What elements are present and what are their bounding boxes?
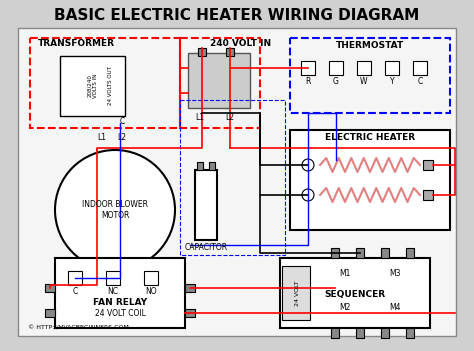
- Text: THERMOSTAT: THERMOSTAT: [336, 41, 404, 50]
- Bar: [209, 162, 215, 170]
- Bar: [18, 28, 456, 336]
- Circle shape: [55, 150, 175, 270]
- Text: M3: M3: [389, 269, 401, 278]
- Text: C: C: [73, 287, 78, 296]
- Text: 208/240
VOLTS IN: 208/240 VOLTS IN: [87, 74, 98, 98]
- Bar: [144, 271, 158, 285]
- Bar: [356, 328, 364, 338]
- Bar: [381, 328, 389, 338]
- Text: L1: L1: [97, 133, 106, 142]
- Bar: [301, 61, 315, 75]
- Text: L2: L2: [225, 113, 234, 122]
- Bar: [68, 271, 82, 285]
- Text: G: G: [333, 77, 339, 86]
- Text: R: R: [305, 77, 310, 86]
- Bar: [106, 271, 120, 285]
- Bar: [282, 266, 310, 320]
- Text: C: C: [120, 117, 125, 126]
- Bar: [226, 48, 234, 56]
- Text: INDOOR BLOWER
MOTOR: INDOOR BLOWER MOTOR: [82, 200, 148, 220]
- Bar: [381, 248, 389, 258]
- Text: W: W: [360, 77, 368, 86]
- Bar: [55, 258, 185, 328]
- Bar: [331, 328, 339, 338]
- Bar: [185, 309, 195, 317]
- Bar: [188, 53, 250, 108]
- Text: M4: M4: [389, 303, 401, 312]
- Bar: [180, 38, 260, 128]
- Text: 24 VOLTS OUT: 24 VOLTS OUT: [108, 67, 113, 105]
- Text: SEQUENCER: SEQUENCER: [324, 291, 385, 299]
- Circle shape: [302, 159, 314, 171]
- Bar: [406, 328, 414, 338]
- Text: 24 VOLT COIL: 24 VOLT COIL: [94, 309, 146, 318]
- Bar: [357, 61, 371, 75]
- Text: ELECTRIC HEATER: ELECTRIC HEATER: [325, 133, 415, 142]
- Bar: [45, 309, 55, 317]
- Text: BASIC ELECTRIC HEATER WIRING DIAGRAM: BASIC ELECTRIC HEATER WIRING DIAGRAM: [55, 8, 419, 24]
- Text: L2: L2: [117, 133, 126, 142]
- Text: TRANSFORMER: TRANSFORMER: [38, 39, 115, 48]
- Text: Y: Y: [390, 77, 394, 86]
- Text: M2: M2: [339, 303, 351, 312]
- Text: © HTTP://HVACBEGINNERS.COM: © HTTP://HVACBEGINNERS.COM: [28, 326, 129, 331]
- Text: 240 VOLT IN: 240 VOLT IN: [210, 39, 271, 48]
- Text: FAN RELAY: FAN RELAY: [93, 298, 147, 307]
- Bar: [413, 61, 427, 75]
- Text: NC: NC: [108, 287, 118, 296]
- Bar: [290, 38, 450, 113]
- Bar: [423, 190, 433, 200]
- Bar: [198, 48, 206, 56]
- Text: NO: NO: [145, 287, 157, 296]
- Text: CAPACITOR: CAPACITOR: [184, 243, 228, 252]
- Bar: [185, 284, 195, 292]
- Bar: [45, 284, 55, 292]
- Circle shape: [302, 189, 314, 201]
- Bar: [195, 170, 217, 240]
- Bar: [406, 248, 414, 258]
- Text: 24 VOLT: 24 VOLT: [295, 280, 301, 306]
- Text: L1: L1: [195, 113, 204, 122]
- Bar: [30, 38, 180, 128]
- Bar: [197, 162, 203, 170]
- Bar: [329, 61, 343, 75]
- Bar: [423, 160, 433, 170]
- Bar: [385, 61, 399, 75]
- Bar: [331, 248, 339, 258]
- Bar: [290, 130, 450, 230]
- Text: M1: M1: [339, 269, 351, 278]
- Bar: [180, 100, 285, 255]
- Bar: [60, 56, 125, 116]
- Bar: [356, 248, 364, 258]
- Bar: [280, 258, 430, 328]
- Text: C: C: [418, 77, 423, 86]
